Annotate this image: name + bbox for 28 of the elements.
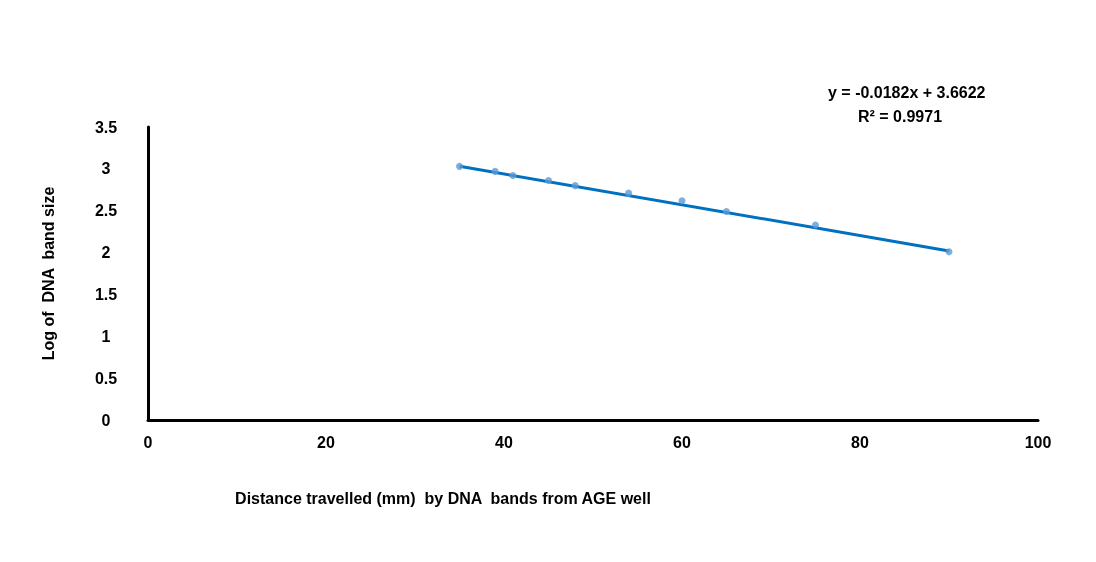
point	[678, 197, 686, 205]
y-axis-title: Log of DNA band size	[39, 186, 57, 361]
y-tick-label: 0.5	[94, 369, 118, 387]
x-tick-label: 100	[1024, 433, 1052, 451]
x-tick-label: 0	[143, 433, 153, 451]
point	[625, 189, 633, 197]
x-tick-label: 20	[317, 433, 335, 451]
point	[723, 208, 730, 216]
text: y = -0.0182x + 3.6622	[828, 83, 986, 101]
x-tick-label: 60	[673, 433, 691, 451]
point	[509, 172, 517, 180]
x-tick-label: 80	[851, 433, 869, 451]
y-tick-label: 2	[101, 244, 111, 262]
point	[571, 182, 579, 190]
point	[812, 221, 819, 229]
point	[945, 248, 953, 256]
y-tick-label: 2.5	[94, 202, 118, 220]
point	[456, 162, 463, 170]
point	[491, 167, 499, 175]
point	[545, 177, 552, 185]
y-tick-label: 1.5	[94, 285, 118, 303]
y-tick-label: 0	[101, 411, 111, 429]
y-tick-label: 3.5	[94, 118, 118, 136]
y-tick-label: 3	[101, 160, 111, 178]
x-axis-title: Distance travelled (mm) by DNA bands from AGE well	[235, 489, 651, 507]
y-tick-label: 1	[101, 327, 111, 345]
text: R² = 0.9971	[858, 107, 943, 125]
x-tick-label: 40	[495, 433, 513, 451]
